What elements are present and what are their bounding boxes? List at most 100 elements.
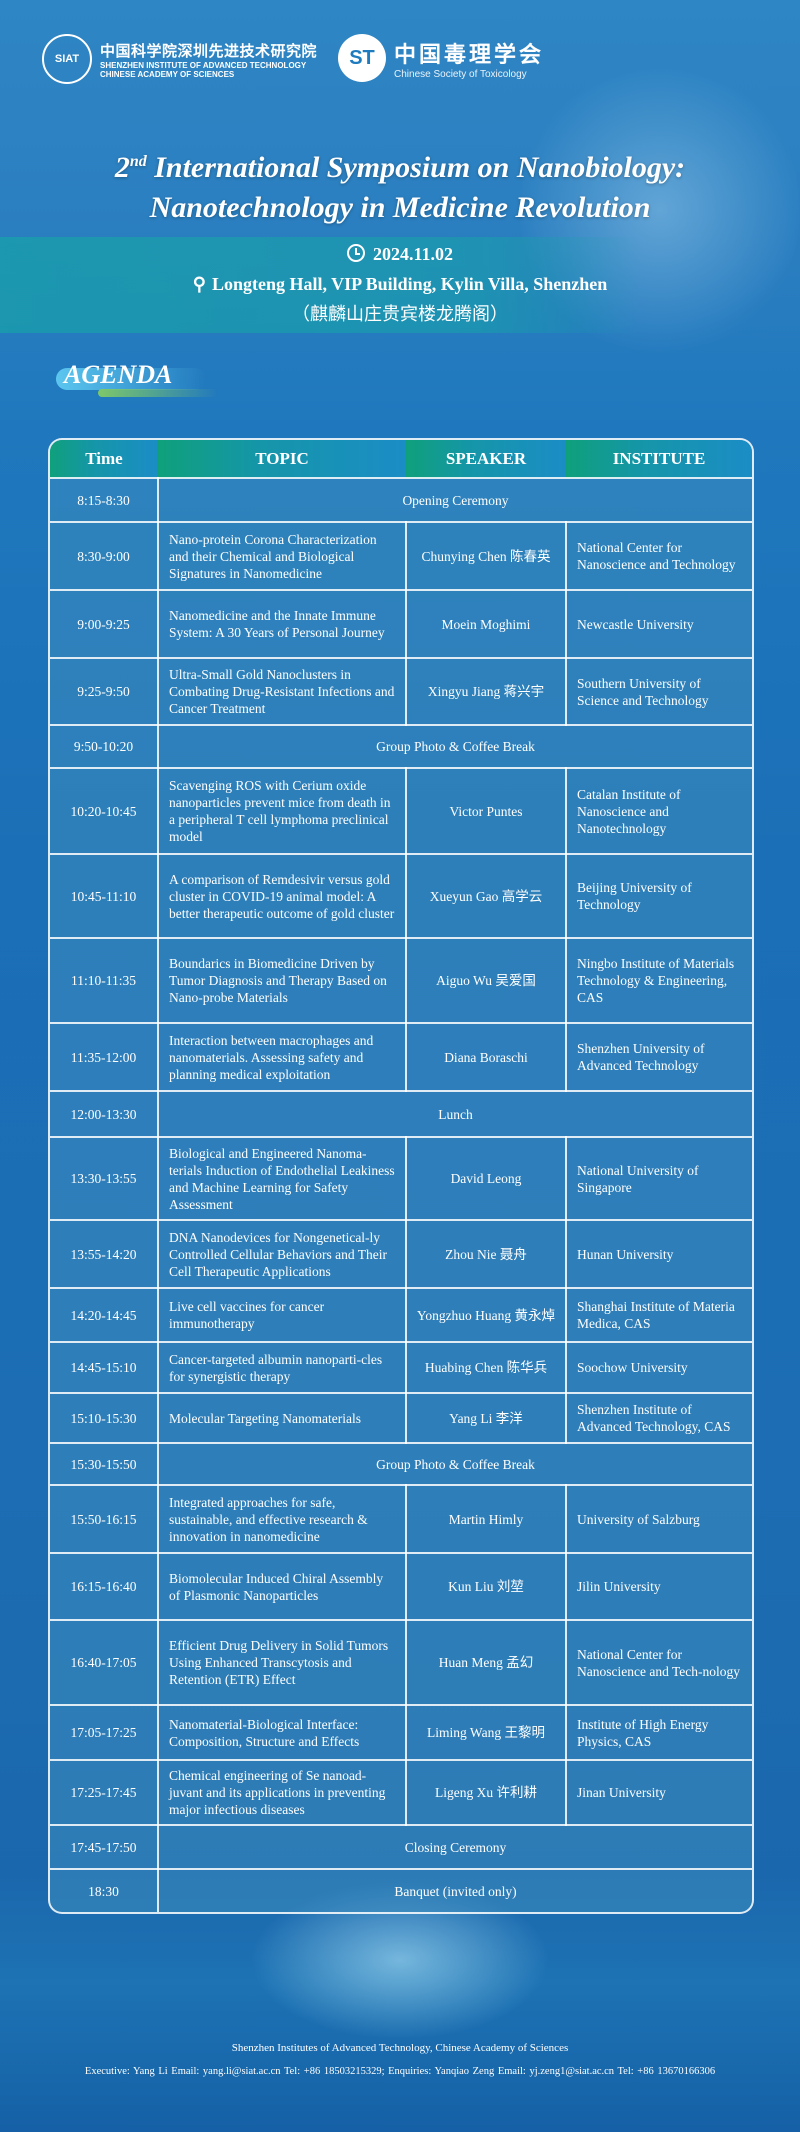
table-row-event: 12:00-13:30 Lunch [50, 1090, 752, 1138]
table-row: 14:45-15:10 Cancer-targeted albumin nanop… [50, 1341, 752, 1394]
cell-institute: Shenzhen University of Advanced Technolo… [565, 1022, 752, 1092]
cell-topic: Efficient Drug Delivery in Solid Tumors … [157, 1619, 407, 1706]
agenda-table: Time TOPIC SPEAKER INSTITUTE 8:15-8:30 Op… [48, 438, 754, 1914]
cst-logo: ST 中国毒理学会 Chinese Society of Toxicology [338, 34, 544, 82]
cell-topic: Biological and Engineered Nanoma-terials… [157, 1136, 407, 1221]
cst-name-cn: 中国毒理学会 [394, 42, 545, 68]
location-text: Longteng Hall, VIP Building, Kylin Villa… [211, 274, 608, 294]
table-row: 11:35-12:00 Interaction between macrophag… [50, 1022, 752, 1092]
cell-institute: Jinan University [565, 1759, 752, 1826]
cell-speaker: Zhou Nie 聂舟 [405, 1219, 567, 1289]
header-institute: INSTITUTE [566, 440, 752, 478]
cell-speaker: Yang Li 李洋 [405, 1392, 567, 1444]
cell-institute: National University of Singapore [565, 1136, 752, 1221]
cell-event: Lunch [157, 1090, 752, 1138]
cell-speaker: David Leong [405, 1136, 567, 1221]
clock-icon [346, 244, 365, 262]
cell-time: 15:50-16:15 [50, 1484, 159, 1554]
cell-event: Opening Ceremony [157, 477, 752, 523]
footer-contact: Executive: Yang Li Email: yang.li@siat.a… [84, 2066, 716, 2077]
cell-time: 14:45-15:10 [50, 1341, 159, 1394]
footer-org: Shenzhen Institutes of Advanced Technolo… [231, 2042, 569, 2054]
table-row-event: 18:30 Banquet (invited only) [50, 1868, 752, 1912]
cell-event: Closing Ceremony [157, 1824, 752, 1870]
title-ordinal-suffix: nd [129, 153, 147, 170]
cell-institute: Southern University of Science and Techn… [565, 657, 752, 726]
cell-institute: National Center for Nanoscience and Tech… [565, 1619, 752, 1706]
cell-time: 13:55-14:20 [50, 1219, 159, 1289]
location-cn: （麒麟山庄贵宾楼龙腾阁） [292, 304, 508, 324]
table-row-event: 8:15-8:30 Opening Ceremony [50, 477, 752, 523]
cell-speaker: Yongzhuo Huang 黄永焯 [405, 1287, 567, 1343]
cell-institute: Newcastle University [565, 589, 752, 659]
cell-time: 16:40-17:05 [50, 1619, 159, 1706]
cell-speaker: Aiguo Wu 吴爱国 [405, 937, 567, 1024]
header-topic: TOPIC [158, 440, 406, 478]
cell-topic: Nano-protein Corona Characterization and… [157, 521, 407, 591]
table-row: 11:10-11:35 Boundarics in Biomedicine Dri… [50, 937, 752, 1024]
cell-speaker: Liming Wang 王黎明 [405, 1704, 567, 1761]
table-row: 10:20-10:45 Scavenging ROS with Cerium ox… [50, 767, 752, 855]
cell-topic: Nanomedicine and the Innate Immune Syste… [157, 589, 407, 659]
cell-institute: Catalan Institute of Nanoscience and Nan… [565, 767, 752, 855]
cell-speaker: Huabing Chen 陈华兵 [405, 1341, 567, 1394]
cell-institute: Shanghai Institute of Materia Medica, CA… [565, 1287, 752, 1343]
cell-institute: Soochow University [565, 1341, 752, 1394]
cell-topic: Boundarics in Biomedicine Driven by Tumo… [157, 937, 407, 1024]
event-location: ⚲ Longteng Hall, VIP Building, Kylin Vill… [0, 274, 800, 295]
siat-name-en-1: SHENZHEN INSTITUTE OF ADVANCED TECHNOLOG… [100, 60, 307, 70]
siat-name-cn: 中国科学院深圳先进技术研究院 [100, 41, 318, 60]
cell-time: 15:10-15:30 [50, 1392, 159, 1444]
table-row: 15:10-15:30 Molecular Targeting Nanomater… [50, 1392, 752, 1444]
cell-time: 10:45-11:10 [50, 853, 159, 939]
event-date: 2024.11.02 [0, 244, 800, 265]
cell-topic: A comparison of Remdesivir versus gold c… [157, 853, 407, 939]
cell-time: 11:35-12:00 [50, 1022, 159, 1092]
cell-topic: Biomolecular Induced Chiral Assembly of … [157, 1552, 407, 1621]
cell-topic: Nanomaterial-Biological Interface: Compo… [157, 1704, 407, 1761]
title-ordinal: 2 [114, 151, 130, 184]
table-row-event: 9:50-10:20 Group Photo & Coffee Break [50, 724, 752, 769]
cell-institute: Hunan University [565, 1219, 752, 1289]
cell-time: 9:00-9:25 [50, 589, 159, 659]
cell-time: 14:20-14:45 [50, 1287, 159, 1343]
title-line-2: Nanotechnology in Medicine Revolution [149, 191, 651, 224]
cell-time: 10:20-10:45 [50, 767, 159, 855]
cell-time: 17:25-17:45 [50, 1759, 159, 1826]
cell-topic: Ultra-Small Gold Nanoclusters in Combati… [157, 657, 407, 726]
table-row: 8:30-9:00 Nano-protein Corona Characteriz… [50, 521, 752, 591]
header-time: Time [50, 440, 158, 478]
info-band [0, 237, 800, 333]
cell-event: Group Photo & Coffee Break [157, 724, 752, 769]
cell-topic: Live cell vaccines for cancer immunother… [157, 1287, 407, 1343]
cell-time: 15:30-15:50 [50, 1442, 159, 1486]
siat-seal-icon: SIAT [42, 34, 92, 84]
siat-logo: SIAT 中国科学院深圳先进技术研究院 SHENZHEN INSTITUTE O… [42, 34, 317, 84]
table-row: 15:50-16:15 Integrated approaches for saf… [50, 1484, 752, 1554]
cell-topic: Interaction between macrophages and nano… [157, 1022, 407, 1092]
cell-topic: Scavenging ROS with Cerium oxide nanopar… [157, 767, 407, 855]
cell-topic: Chemical engineering of Se nanoad-juvant… [157, 1759, 407, 1826]
cell-time: 9:50-10:20 [50, 724, 159, 769]
cell-time: 8:15-8:30 [50, 477, 159, 523]
cst-name-en: Chinese Society of Toxicology [394, 68, 527, 80]
cell-time: 8:30-9:00 [50, 521, 159, 591]
table-row: 17:05-17:25 Nanomaterial-Biological Inter… [50, 1704, 752, 1761]
cell-speaker: Victor Puntes [405, 767, 567, 855]
cell-time: 16:15-16:40 [50, 1552, 159, 1621]
header-speaker: SPEAKER [406, 440, 566, 478]
cell-topic: Molecular Targeting Nanomaterials [157, 1392, 407, 1444]
title-line-1: International Symposium on Nanobiology: [154, 151, 686, 184]
agenda-label: AGENDA [64, 360, 173, 389]
table-row: 13:30-13:55 Biological and Engineered Nan… [50, 1136, 752, 1221]
table-row: 9:00-9:25 Nanomedicine and the Innate Imm… [50, 589, 752, 659]
cst-seal-icon: ST [338, 34, 386, 82]
cell-event: Banquet (invited only) [157, 1868, 752, 1912]
table-row: 17:25-17:45 Chemical engineering of Se na… [50, 1759, 752, 1826]
cell-institute: National Center for Nanoscience and Tech… [565, 521, 752, 591]
cell-time: 18:30 [50, 1868, 159, 1912]
cell-time: 17:05-17:25 [50, 1704, 159, 1761]
cell-institute: Institute of High Energy Physics, CAS [565, 1704, 752, 1761]
table-row: 13:55-14:20 DNA Nanodevices for Nongeneti… [50, 1219, 752, 1289]
siat-name-en-2: CHINESE ACADEMY OF SCIENCES [100, 69, 235, 79]
